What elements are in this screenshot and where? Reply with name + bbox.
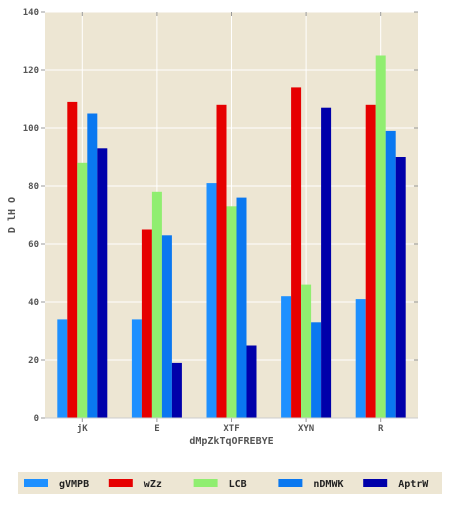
y-tick-label: 80 — [28, 182, 39, 192]
bar-AptrW-E — [171, 362, 182, 418]
y-tick-label: 0 — [34, 414, 39, 424]
bar-wZz-E — [141, 229, 152, 418]
bar-nDMWK-XYN — [311, 322, 322, 418]
legend-label-AptrW: AptrW — [398, 479, 429, 490]
y-tick-label: 120 — [23, 66, 39, 76]
y-tick-label: 100 — [23, 124, 39, 134]
bar-wZz-XTF — [216, 104, 227, 419]
legend-box — [18, 472, 442, 494]
legend-swatch-wZz — [108, 479, 133, 487]
axes: 0 20 40 60 80 100 120 140 jK E XTF XYN R — [23, 8, 418, 434]
legend: gVMPB wZz LCB nDMWK AptrW — [18, 472, 442, 494]
y-tick-label: 60 — [28, 240, 39, 250]
y-tick-label: 20 — [28, 356, 39, 366]
bar-AptrW-XTF — [246, 345, 257, 418]
legend-swatch-gVMPB — [24, 479, 48, 487]
bar-nDMWK-R — [385, 130, 396, 418]
legend-label-wZz: wZz — [144, 479, 162, 490]
x-tick-label: E — [154, 424, 159, 434]
bar-gVMPB-R — [355, 299, 366, 418]
y-tick-label: 140 — [23, 8, 39, 18]
legend-label-gVMPB: gVMPB — [59, 479, 89, 490]
y-tick-label: 40 — [28, 298, 39, 308]
bar-LCB-XTF — [226, 206, 237, 418]
bar-gVMPB-XTF — [206, 183, 217, 418]
bar-LCB-jK — [77, 162, 88, 418]
bar-wZz-R — [365, 104, 376, 419]
x-tick-label: R — [378, 424, 384, 434]
bar-nDMWK-XTF — [236, 197, 247, 418]
bar-LCB-R — [375, 55, 386, 418]
legend-swatch-nDMWK — [278, 479, 303, 487]
bar-AptrW-jK — [97, 148, 108, 419]
bar-AptrW-R — [395, 157, 406, 418]
bars — [57, 55, 406, 419]
bar-wZz-XYN — [291, 87, 302, 419]
x-tick-label: XYN — [298, 424, 314, 434]
bar-nDMWK-E — [161, 235, 172, 418]
x-tick-label: jK — [77, 423, 88, 434]
legend-swatch-LCB — [193, 479, 218, 487]
bar-wZz-jK — [67, 101, 78, 419]
x-axis-title: dMpZkTqOFREBYE — [189, 436, 273, 447]
bar-gVMPB-E — [131, 319, 142, 418]
legend-swatch-AptrW — [363, 479, 388, 487]
legend-label-LCB: LCB — [229, 479, 247, 490]
legend-label-nDMWK: nDMWK — [313, 479, 343, 490]
bar-gVMPB-XYN — [281, 296, 292, 418]
x-tick-label: XTF — [223, 424, 239, 434]
bar-LCB-XYN — [301, 284, 312, 418]
bar-LCB-E — [151, 191, 162, 418]
bar-AptrW-XYN — [321, 107, 332, 418]
bar-gVMPB-jK — [57, 319, 68, 418]
bar-nDMWK-jK — [87, 113, 98, 418]
y-axis-title: D lH O — [7, 197, 18, 233]
